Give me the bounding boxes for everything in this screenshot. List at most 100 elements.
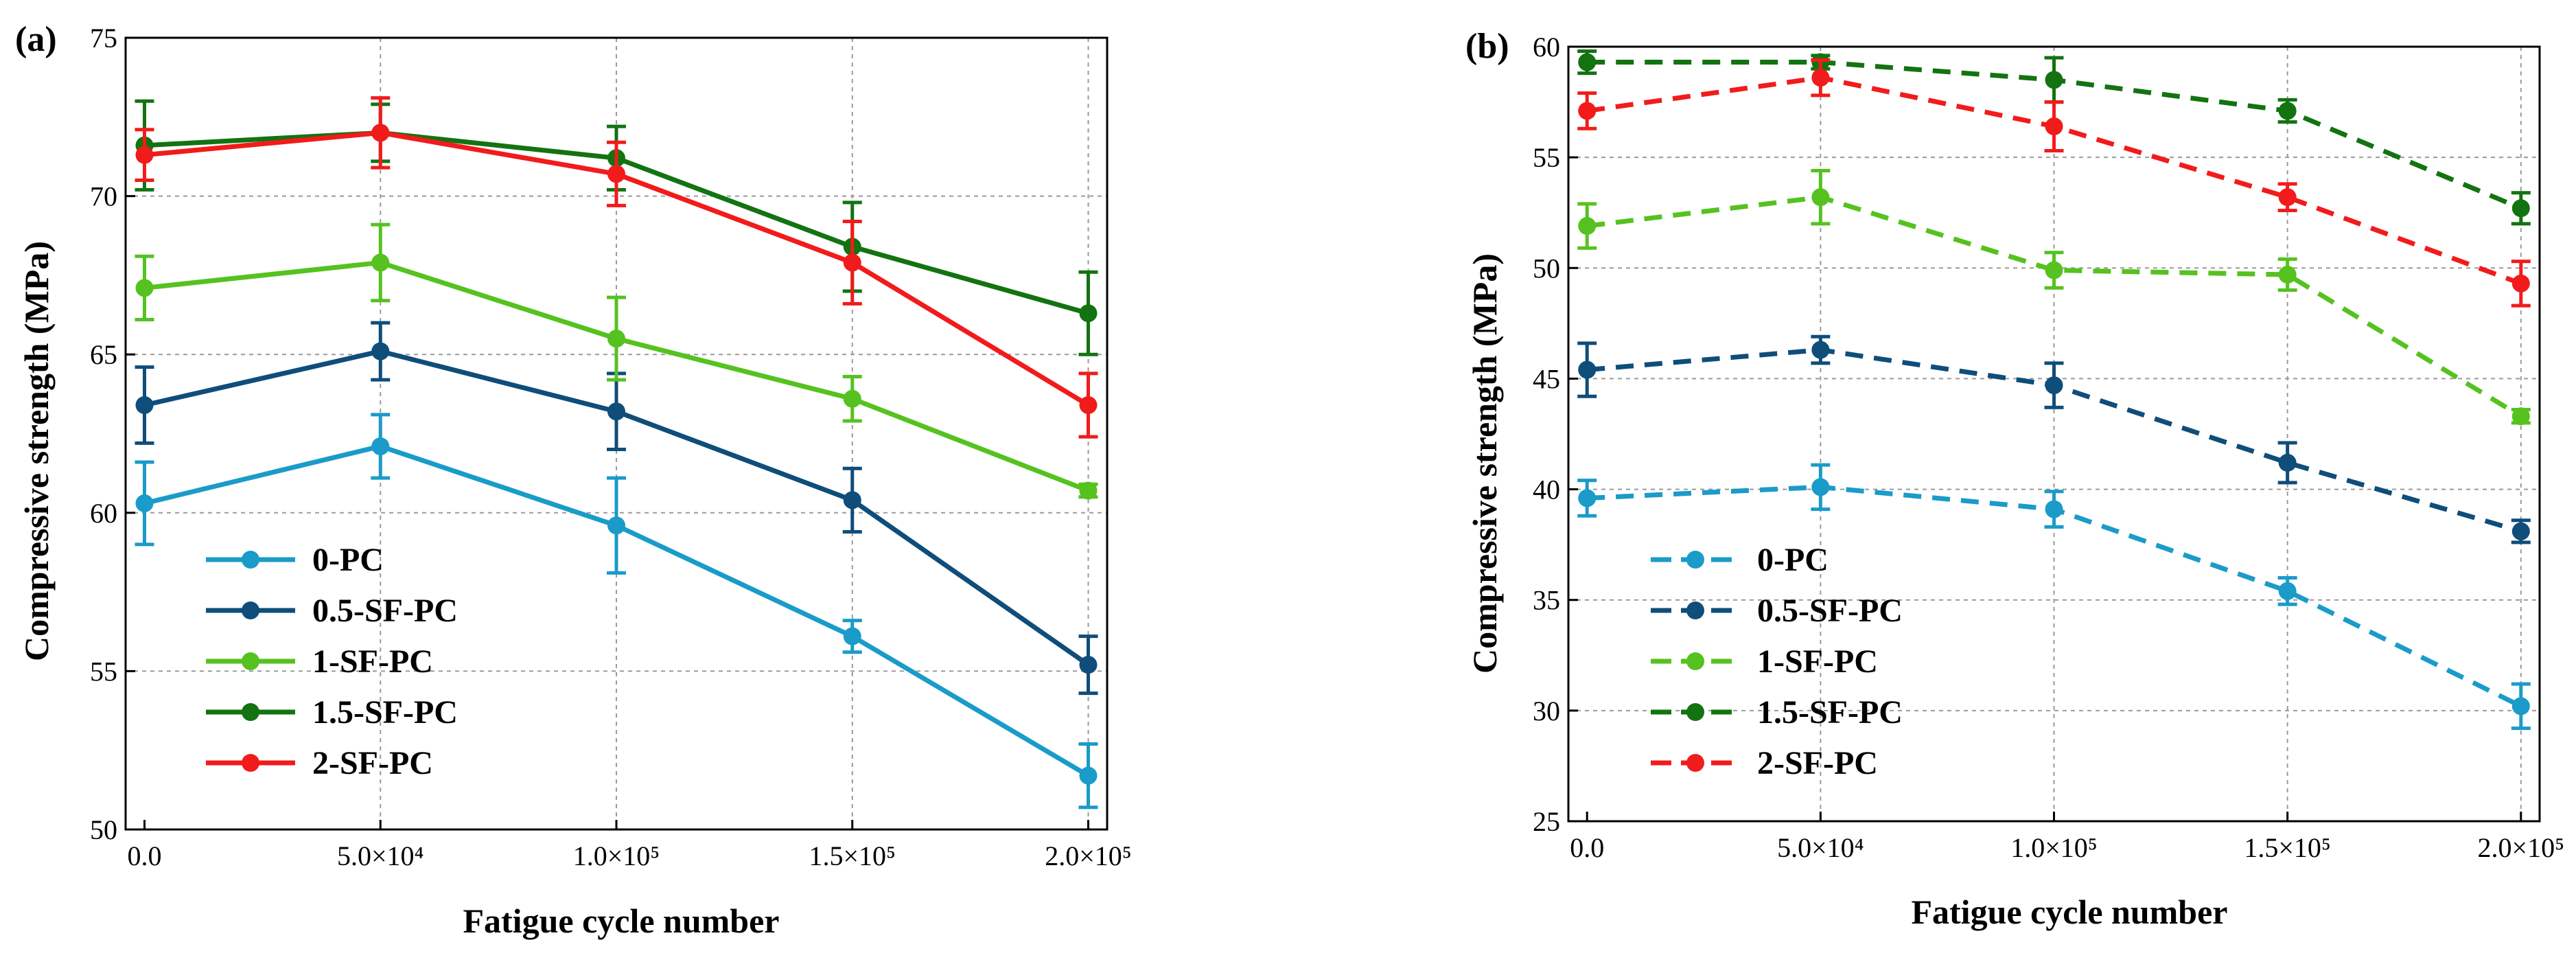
panel-b-legend-marker bbox=[1686, 703, 1704, 721]
panel-b-data-point bbox=[1578, 360, 1597, 379]
panel-a-series-0-PC bbox=[135, 413, 1098, 810]
panel-b-data-point bbox=[1811, 69, 1830, 87]
panel-a-data-point bbox=[843, 627, 861, 645]
panel-b-series bbox=[1577, 49, 2531, 731]
panel-b-data-point bbox=[2278, 102, 2297, 120]
panel-a-legend-marker bbox=[242, 652, 259, 670]
panel-b-label: (b) bbox=[1465, 27, 1509, 66]
panel-a-data-point bbox=[1079, 304, 1098, 323]
panel-b-series-line bbox=[1586, 194, 2522, 419]
panel-b-data-point bbox=[2278, 265, 2297, 284]
panel-b-x-tick-label: 2.0×10⁵ bbox=[2478, 832, 2565, 863]
panel-a-legend: 0-PC 0.5-SF-PC 1-SF-PC 1.5-SF-PC 2-SF-PC bbox=[206, 542, 458, 781]
panel-b-data-point bbox=[2045, 117, 2063, 136]
panel-a-y-tick-label: 50 bbox=[90, 814, 117, 845]
panel-b-data-point bbox=[2278, 582, 2297, 600]
panel-b-data-point bbox=[2045, 71, 2063, 89]
panel-a-y-axis-title: Compressive strength (MPa) bbox=[17, 241, 56, 661]
panel-a-data-point bbox=[1079, 481, 1098, 500]
panel-b-data-point bbox=[1578, 489, 1597, 507]
panel-a-data-point bbox=[135, 494, 154, 512]
panel-a-legend-entry: 0.5-SF-PC bbox=[206, 593, 458, 629]
panel-b-data-point bbox=[2045, 500, 2063, 518]
panel-a-y-tick-label: 55 bbox=[90, 656, 117, 687]
panel-a-legend-label: 1.5-SF-PC bbox=[312, 694, 458, 731]
panel-b-legend-label: 0-PC bbox=[1757, 542, 1829, 578]
panel-a-x-tick-label: 1.0×10⁵ bbox=[573, 840, 660, 871]
panel-b-data-point bbox=[1811, 188, 1830, 207]
panel-b-series-2-SF-PC bbox=[1577, 58, 2531, 308]
panel-b-legend-entry: 1.5-SF-PC bbox=[1651, 694, 1903, 731]
panel-a-y-tick-label: 60 bbox=[90, 498, 117, 529]
panel-b-data-point bbox=[2278, 188, 2297, 207]
panel-a-y-tick-label: 70 bbox=[90, 181, 117, 212]
panel-a-x-tick-label: 2.0×10⁵ bbox=[1045, 840, 1132, 871]
panel-b-y-tick-label: 45 bbox=[1533, 363, 1560, 394]
panel-a-y-tick-label: 75 bbox=[90, 23, 117, 54]
panel-b-y-tick-label: 35 bbox=[1533, 585, 1560, 616]
panel-b-data-point bbox=[2511, 274, 2530, 293]
panel-b-y-tick-label: 40 bbox=[1533, 474, 1560, 505]
panel-a-data-point bbox=[371, 342, 390, 360]
panel-b-gridlines bbox=[1568, 47, 2540, 821]
panel-b-legend-label: 2-SF-PC bbox=[1757, 745, 1878, 781]
panel-a-x-tick-label: 5.0×10⁴ bbox=[337, 840, 424, 871]
panel-b-legend-marker bbox=[1686, 551, 1704, 569]
panel-a-data-point bbox=[135, 396, 154, 414]
panel-b-x-tick-label: 1.5×10⁵ bbox=[2244, 832, 2331, 863]
panel-a-legend-entry: 1-SF-PC bbox=[206, 643, 433, 680]
panel-a-data-point bbox=[371, 437, 390, 455]
panel-b-data-point bbox=[2045, 261, 2063, 279]
panel-b-data-point bbox=[1578, 217, 1597, 236]
panel-b-data-point bbox=[2511, 697, 2530, 715]
panel-b-legend-label: 1-SF-PC bbox=[1757, 643, 1878, 680]
panel-a-data-point bbox=[843, 491, 861, 509]
panel-b-series-0-PC bbox=[1577, 463, 2531, 731]
panel-b-x-tick-label: 5.0×10⁴ bbox=[1777, 832, 1864, 863]
panel-a-legend-label: 0-PC bbox=[312, 542, 384, 578]
panel-a-legend-label: 1-SF-PC bbox=[312, 643, 433, 680]
panel-a-data-point bbox=[607, 402, 625, 421]
panel-a-data-point bbox=[371, 253, 390, 272]
panel-b-legend-entry: 2-SF-PC bbox=[1651, 745, 1878, 781]
panel-b-x-tick-label: 0.0 bbox=[1570, 832, 1604, 863]
panel-a-data-point bbox=[135, 146, 154, 164]
panel-a-legend-label: 0.5-SF-PC bbox=[312, 593, 458, 629]
panel-a-data-point bbox=[843, 389, 861, 408]
panel-b-data-point bbox=[1578, 53, 1597, 71]
panel-a-legend-marker bbox=[242, 754, 259, 772]
panel-a-y-tick-label: 65 bbox=[90, 339, 117, 370]
panel-b-legend-marker bbox=[1686, 652, 1704, 670]
panel-a-x-axis-title: Fatigue cycle number bbox=[463, 902, 779, 940]
panel-b-legend-marker bbox=[1686, 602, 1704, 619]
panel-a-series-2-SF-PC bbox=[135, 96, 1098, 439]
panel-a-series bbox=[135, 96, 1098, 810]
panel-a-legend-entry: 1.5-SF-PC bbox=[206, 694, 458, 731]
panel-b-data-point bbox=[1811, 478, 1830, 496]
panel-a-data-point bbox=[843, 253, 861, 272]
panel-b-legend-label: 1.5-SF-PC bbox=[1757, 694, 1903, 731]
panel-b-x-axis-title: Fatigue cycle number bbox=[1911, 893, 2227, 931]
panel-a-data-point bbox=[135, 279, 154, 297]
panel-a-legend-label: 2-SF-PC bbox=[312, 745, 433, 781]
panel-a-data-point bbox=[607, 330, 625, 348]
panel-a-series-1-SF-PC bbox=[135, 222, 1098, 500]
panel-a-data-point bbox=[1079, 656, 1098, 674]
panel-a: 50 55 60 65 70 75 0.0 5.0×10⁴ 1.0×10⁵ 1.5×10⁵ 2.0×… bbox=[15, 20, 1132, 940]
panel-b-data-point bbox=[1811, 341, 1830, 359]
panel-b-legend-label: 0.5-SF-PC bbox=[1757, 593, 1903, 629]
panel-b-legend-marker bbox=[1686, 754, 1704, 772]
panel-b-data-point bbox=[2045, 376, 2063, 395]
panel-b-data-point bbox=[2511, 199, 2530, 218]
panel-a-x-tick-label: 1.5×10⁵ bbox=[809, 840, 896, 871]
panel-a-label: (a) bbox=[15, 20, 57, 59]
panel-a-legend-entry: 2-SF-PC bbox=[206, 745, 433, 781]
panel-b-y-tick-label: 50 bbox=[1533, 253, 1560, 284]
panel-b-ticks: 25 30 35 40 45 50 55 60 0.0 5.0×10⁴ 1.0×10⁵ 1.5×10⁵… bbox=[1533, 32, 2564, 863]
panel-a-data-point bbox=[607, 165, 625, 183]
panel-a-legend-entry: 0-PC bbox=[206, 542, 384, 578]
panel-a-legend-marker bbox=[242, 602, 259, 619]
panel-b-series-0.5-SF-PC bbox=[1577, 334, 2531, 545]
panel-a-data-point bbox=[1079, 766, 1098, 785]
